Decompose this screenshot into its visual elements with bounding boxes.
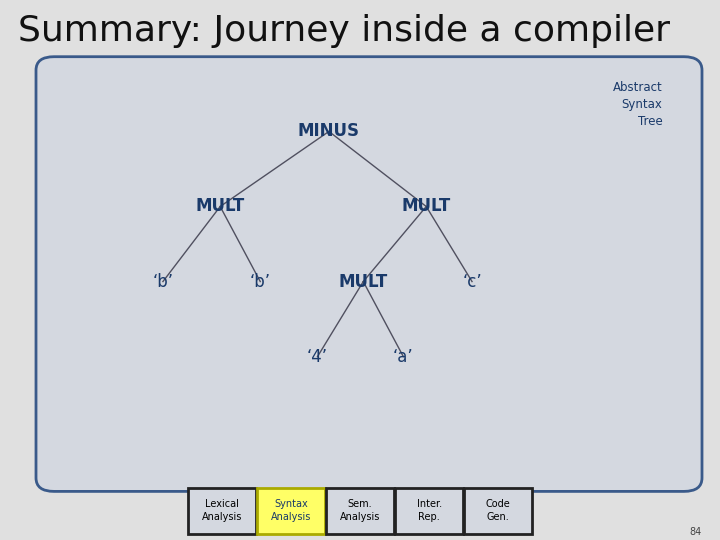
Text: 84: 84 — [690, 527, 702, 537]
Text: MULT: MULT — [196, 198, 245, 215]
FancyBboxPatch shape — [326, 488, 394, 534]
Text: Lexical
Analysis: Lexical Analysis — [202, 500, 242, 522]
FancyBboxPatch shape — [464, 488, 532, 534]
FancyBboxPatch shape — [395, 488, 463, 534]
Text: MULT: MULT — [338, 273, 388, 291]
FancyBboxPatch shape — [36, 57, 702, 491]
Text: Inter.
Rep.: Inter. Rep. — [417, 500, 441, 522]
Text: Summary: Journey inside a compiler: Summary: Journey inside a compiler — [18, 14, 670, 48]
Text: ‘4’: ‘4’ — [307, 348, 328, 366]
Text: ‘a’: ‘a’ — [393, 348, 414, 366]
Text: MINUS: MINUS — [298, 123, 360, 140]
Text: Syntax
Analysis: Syntax Analysis — [271, 500, 311, 522]
FancyBboxPatch shape — [188, 488, 256, 534]
Text: ‘c’: ‘c’ — [462, 273, 482, 291]
Text: ‘b’: ‘b’ — [153, 273, 174, 291]
Text: ‘b’: ‘b’ — [250, 273, 271, 291]
Text: Sem.
Analysis: Sem. Analysis — [340, 500, 380, 522]
FancyBboxPatch shape — [257, 488, 325, 534]
Text: Code
Gen.: Code Gen. — [486, 500, 510, 522]
Text: Abstract
Syntax
Tree: Abstract Syntax Tree — [613, 81, 662, 128]
Text: MULT: MULT — [402, 198, 451, 215]
